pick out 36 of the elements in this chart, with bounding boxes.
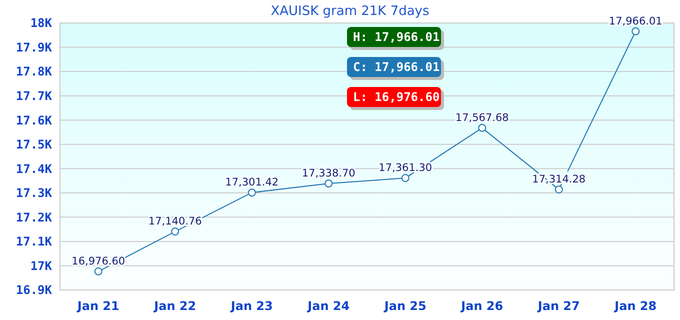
annotation: H: 17,966.01 bbox=[353, 30, 440, 44]
x-tick-label: Jan 22 bbox=[153, 299, 196, 313]
point bbox=[554, 185, 563, 194]
y-tick-label: 17.6K bbox=[16, 113, 53, 128]
y-tick-label: 17.5K bbox=[16, 138, 53, 152]
point bbox=[248, 188, 256, 197]
x-tick-label: Jan 27 bbox=[536, 299, 580, 313]
y-tick-label: 17.9K bbox=[16, 40, 53, 54]
annotation: C: 17,966.01 bbox=[353, 60, 440, 74]
chart-title: XAUISK gram 21K 7days bbox=[270, 4, 430, 19]
point bbox=[401, 174, 410, 182]
y-tick-label: 17.7K bbox=[16, 89, 53, 104]
x-tick-label: Jan 23 bbox=[230, 299, 273, 313]
y-tick-label: 17.2K bbox=[16, 210, 53, 224]
data-label: 17,966.01 bbox=[608, 15, 662, 28]
x-tick-label: Jan 25 bbox=[383, 299, 426, 313]
x-tick-label: Jan 28 bbox=[614, 299, 657, 313]
data-label: 17,301.42 bbox=[225, 176, 279, 189]
x-tick-label: Jan 24 bbox=[306, 299, 350, 313]
y-tick-label: 17.3K bbox=[16, 186, 53, 200]
point bbox=[324, 180, 333, 188]
x-tick-label: Jan 21 bbox=[76, 299, 120, 313]
point bbox=[94, 267, 102, 276]
y-tick-label: 17.1K bbox=[16, 234, 53, 249]
y-tick-label: 16.9K bbox=[16, 283, 53, 298]
y-tick-label: 18K bbox=[30, 16, 53, 30]
point bbox=[171, 228, 180, 236]
point bbox=[478, 124, 486, 132]
y-tick-label: 17.8K bbox=[16, 64, 53, 79]
x-tick-label: Jan 26 bbox=[460, 299, 504, 313]
point bbox=[632, 27, 640, 36]
y-tick-label: 17.4K bbox=[16, 162, 53, 176]
y-tick-label: 17K bbox=[30, 258, 53, 273]
data-label: 17,567.68 bbox=[455, 112, 509, 124]
data-label: 17,338.70 bbox=[302, 168, 356, 180]
annotation: L: 16,976.60 bbox=[353, 90, 440, 104]
